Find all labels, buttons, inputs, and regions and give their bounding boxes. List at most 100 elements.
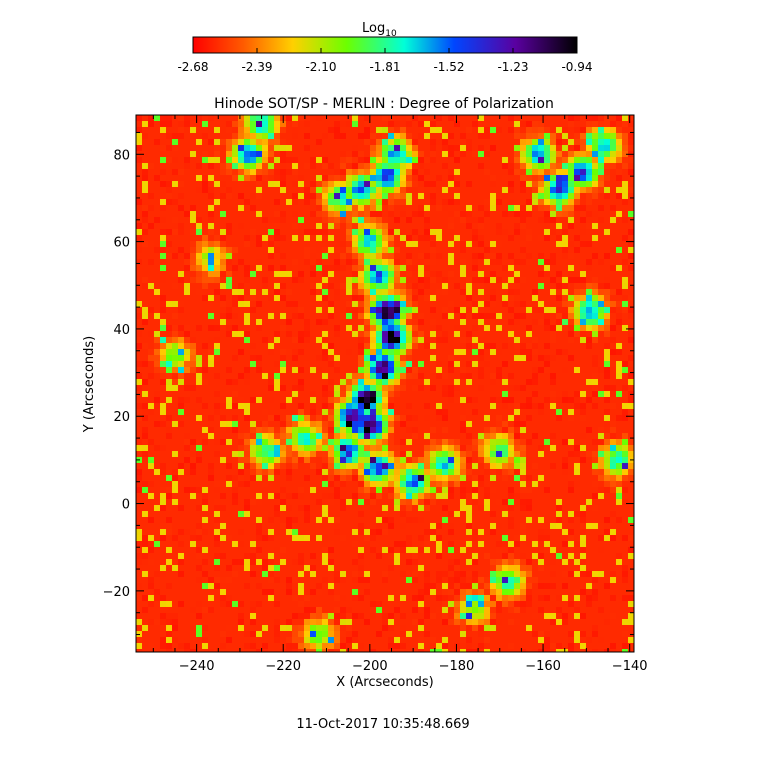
heatmap-cell (514, 163, 520, 169)
heatmap-cell (382, 289, 388, 295)
heatmap-cell (358, 613, 364, 619)
heatmap-cell (304, 145, 310, 151)
heatmap-cell (244, 175, 250, 181)
heatmap-cell (142, 241, 148, 247)
heatmap-cell (616, 451, 622, 457)
heatmap-cell (538, 301, 544, 307)
heatmap-cell (280, 181, 286, 187)
heatmap-cell (304, 319, 310, 325)
heatmap-cell (214, 553, 220, 559)
heatmap-cell (280, 265, 286, 271)
heatmap-cell (502, 433, 508, 439)
heatmap-cell (616, 487, 622, 493)
heatmap-cell (310, 637, 316, 643)
heatmap-cell (568, 409, 574, 415)
heatmap-cell (178, 115, 184, 121)
heatmap-cell (598, 535, 604, 541)
heatmap-cell (238, 115, 244, 121)
heatmap-cell (178, 229, 184, 235)
heatmap-cell (460, 241, 466, 247)
heatmap-cell (370, 385, 376, 391)
heatmap-cell (460, 583, 466, 589)
heatmap-cell (628, 157, 634, 163)
heatmap-cell (460, 265, 466, 271)
heatmap-cell (316, 283, 322, 289)
heatmap-cell (460, 613, 466, 619)
heatmap-cell (238, 433, 244, 439)
heatmap-cell (280, 547, 286, 553)
heatmap-cell (574, 175, 580, 181)
heatmap-cell (604, 529, 610, 535)
heatmap-cell (538, 343, 544, 349)
heatmap-cell (448, 493, 454, 499)
heatmap-cell (448, 553, 454, 559)
heatmap-cell (496, 595, 502, 601)
heatmap-cell (172, 487, 178, 493)
heatmap-cell (364, 421, 370, 427)
heatmap-cell (568, 115, 574, 121)
heatmap-cell (484, 313, 490, 319)
heatmap-cell (526, 205, 532, 211)
heatmap-cell (568, 169, 574, 175)
heatmap-cell (616, 187, 622, 193)
heatmap-cell (442, 589, 448, 595)
heatmap-cell (520, 481, 526, 487)
heatmap-cell (532, 577, 538, 583)
heatmap-cell (490, 193, 496, 199)
heatmap-cell (292, 529, 298, 535)
heatmap-cell (466, 595, 472, 601)
heatmap-cell (238, 295, 244, 301)
heatmap-cell (382, 547, 388, 553)
heatmap-cell (574, 511, 580, 517)
heatmap-cell (388, 463, 394, 469)
heatmap-cell (628, 547, 634, 553)
heatmap-cell (364, 475, 370, 481)
heatmap-cell (232, 151, 238, 157)
heatmap-cell (220, 163, 226, 169)
heatmap-cell (514, 313, 520, 319)
heatmap-cell (394, 187, 400, 193)
heatmap-cell (208, 187, 214, 193)
heatmap-cell (388, 361, 394, 367)
heatmap-cell (610, 379, 616, 385)
heatmap-cell (334, 415, 340, 421)
heatmap-cell (334, 217, 340, 223)
heatmap-cell (160, 181, 166, 187)
heatmap-cell (388, 127, 394, 133)
heatmap-cell (520, 301, 526, 307)
heatmap-cell (364, 127, 370, 133)
heatmap-cell (388, 493, 394, 499)
heatmap-cell (544, 595, 550, 601)
heatmap-cell (376, 307, 382, 313)
heatmap-cell (250, 421, 256, 427)
heatmap-cell (190, 115, 196, 121)
heatmap-cell (490, 601, 496, 607)
heatmap-cell (148, 547, 154, 553)
heatmap-cell (376, 439, 382, 445)
heatmap-cell (412, 229, 418, 235)
heatmap-cell (502, 361, 508, 367)
heatmap-cell (412, 559, 418, 565)
heatmap-cell (448, 445, 454, 451)
heatmap-cell (352, 613, 358, 619)
heatmap-cell (352, 163, 358, 169)
heatmap-cell (178, 373, 184, 379)
heatmap-cell (430, 343, 436, 349)
heatmap-cell (190, 355, 196, 361)
heatmap-cell (142, 625, 148, 631)
heatmap-cell (436, 373, 442, 379)
heatmap-cell (382, 439, 388, 445)
heatmap-cell (310, 457, 316, 463)
heatmap-cell (598, 637, 604, 643)
heatmap-cell (310, 463, 316, 469)
heatmap-cell (598, 463, 604, 469)
heatmap-cell (532, 139, 538, 145)
heatmap-cell (364, 577, 370, 583)
heatmap-cell (454, 349, 460, 355)
heatmap-cell (610, 613, 616, 619)
heatmap-cell (538, 649, 544, 652)
heatmap-cell (322, 397, 328, 403)
heatmap-cell (400, 187, 406, 193)
heatmap-cell (400, 427, 406, 433)
heatmap-cell (298, 649, 304, 652)
